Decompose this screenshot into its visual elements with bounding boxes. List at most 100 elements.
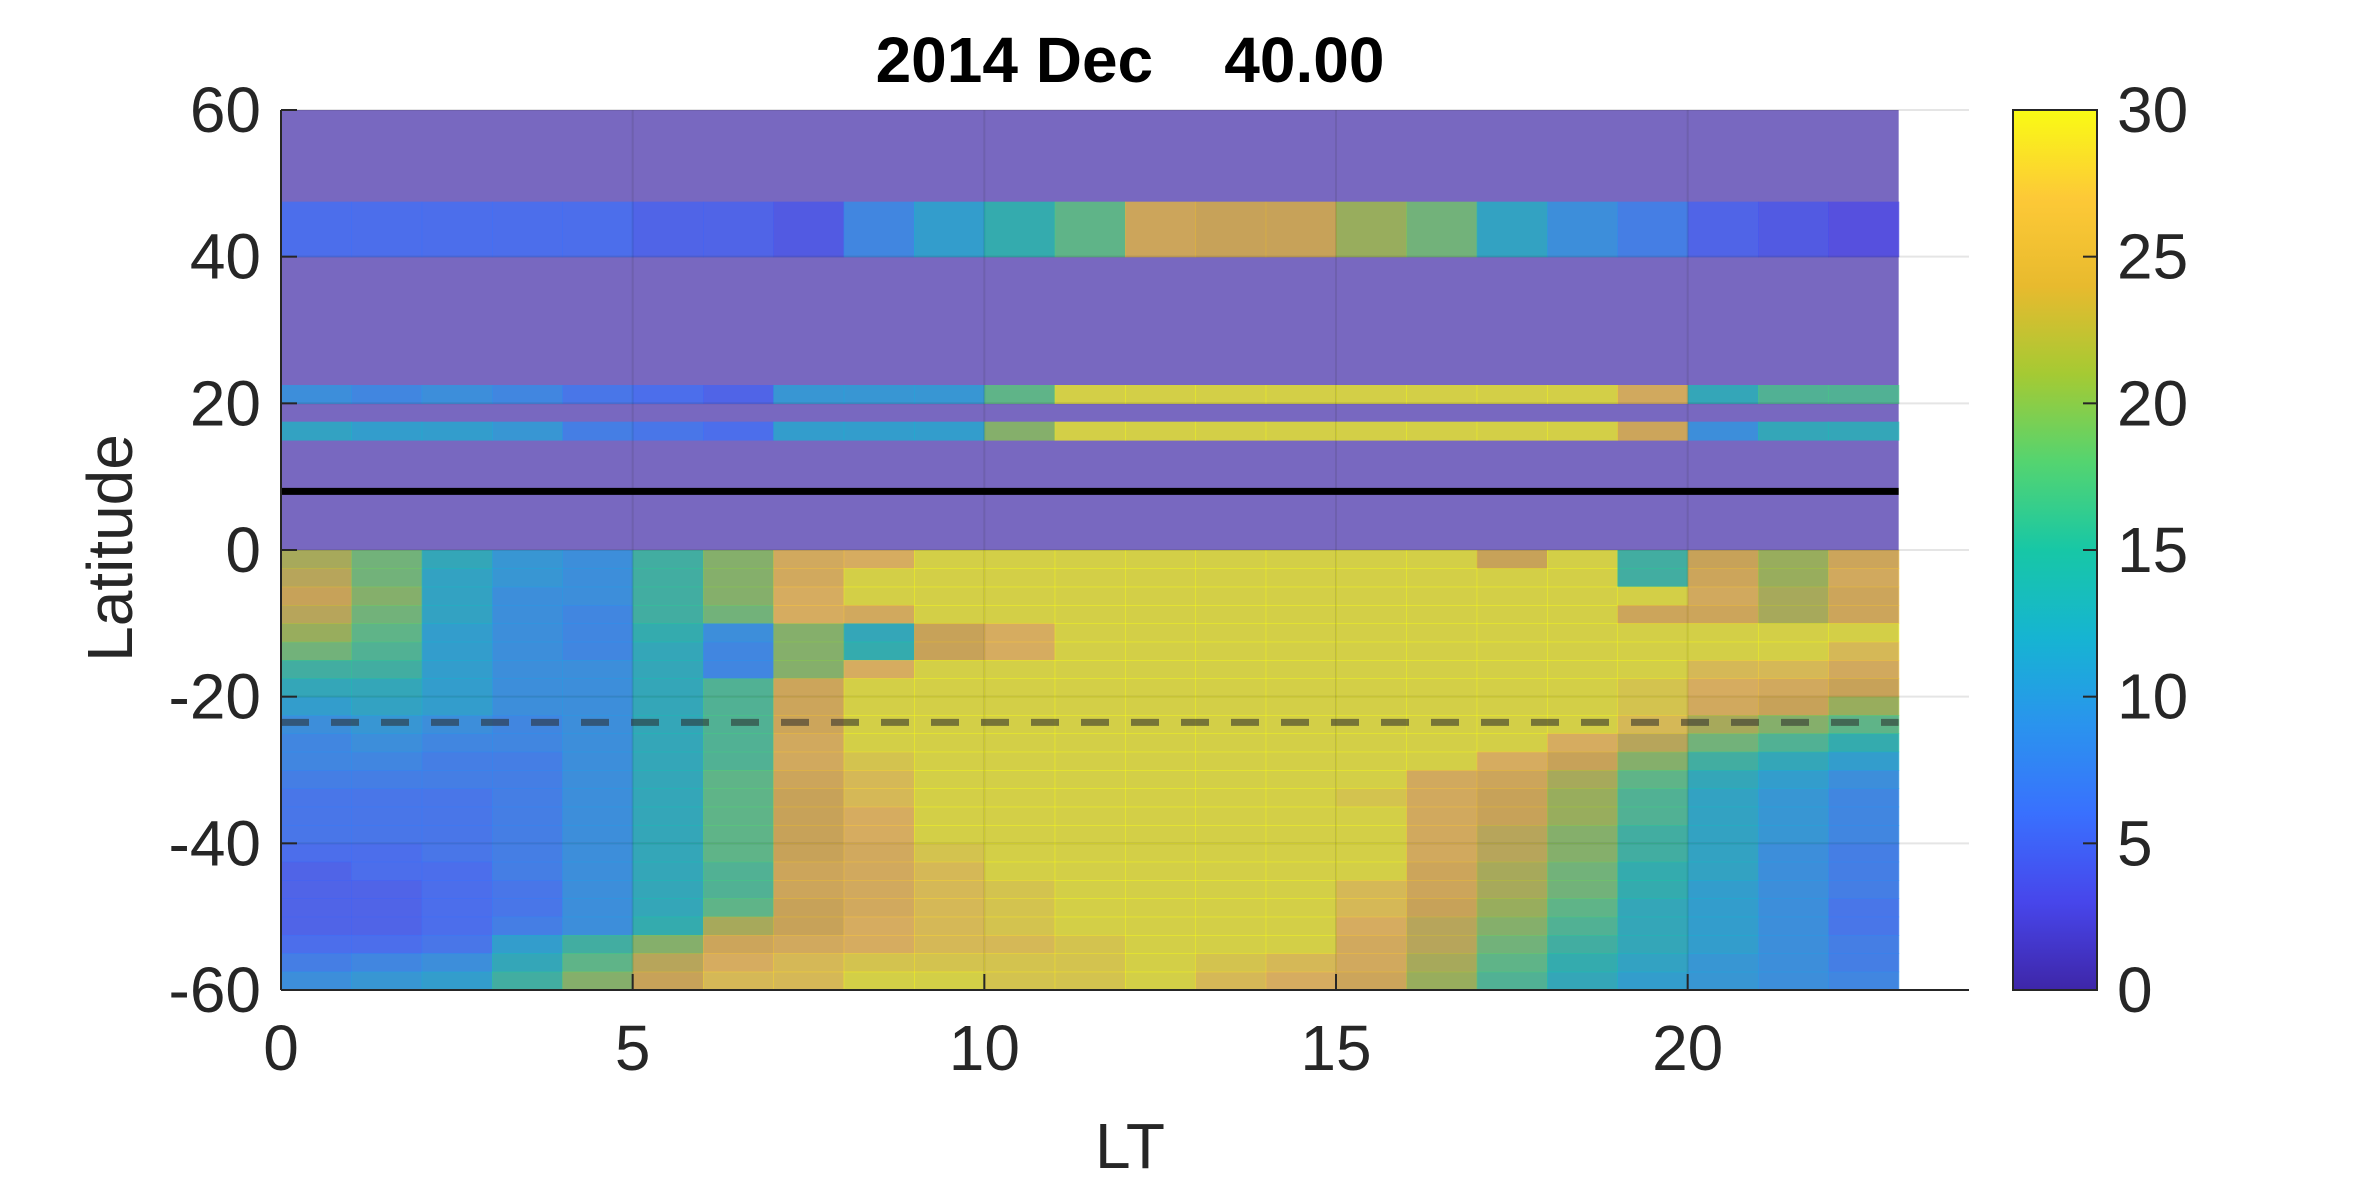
heatmap-cell bbox=[1617, 843, 1689, 863]
heatmap-cell bbox=[773, 770, 845, 789]
heatmap-cell bbox=[1687, 935, 1759, 954]
heatmap-cell bbox=[1265, 586, 1337, 606]
heatmap-cell bbox=[1687, 641, 1759, 661]
heatmap-cell bbox=[562, 806, 634, 826]
heatmap-cell bbox=[1265, 788, 1337, 808]
heatmap-cell bbox=[421, 751, 493, 771]
heatmap-cell bbox=[281, 880, 352, 899]
heatmap-cell bbox=[843, 788, 915, 808]
heatmap-cell bbox=[1406, 751, 1478, 771]
heatmap-cell bbox=[1476, 861, 1548, 881]
heatmap-cell bbox=[1336, 971, 1407, 991]
heatmap-cell bbox=[1828, 788, 1900, 808]
heatmap-cell bbox=[492, 861, 563, 881]
heatmap-cell bbox=[492, 678, 563, 698]
heatmap-cell bbox=[1406, 880, 1478, 899]
heatmap-cell bbox=[1476, 696, 1548, 716]
heatmap-cell bbox=[1265, 421, 1337, 441]
heatmap-cell bbox=[421, 201, 493, 258]
heatmap-cell bbox=[1265, 696, 1337, 716]
heatmap-cell bbox=[351, 770, 423, 789]
heatmap-cell bbox=[1476, 678, 1548, 698]
heatmap-cell bbox=[914, 385, 985, 404]
heatmap-cell bbox=[1547, 733, 1618, 753]
heatmap-cell bbox=[351, 788, 423, 808]
heatmap-cell bbox=[914, 898, 985, 918]
heatmap-cell bbox=[1758, 550, 1829, 569]
heatmap-cell bbox=[421, 971, 493, 991]
heatmap-cell bbox=[1476, 550, 1548, 569]
heatmap-cell bbox=[1476, 788, 1548, 808]
heatmap-cell bbox=[984, 660, 1056, 679]
heatmap-cell bbox=[632, 421, 704, 441]
heatmap-cell bbox=[1336, 843, 1407, 863]
x-tick-label: 10 bbox=[949, 1012, 1020, 1084]
heatmap-cell bbox=[1476, 898, 1548, 918]
heatmap-cell bbox=[1195, 660, 1267, 679]
heatmap-cell bbox=[1758, 916, 1829, 936]
heatmap-cell bbox=[1476, 935, 1548, 954]
y-tick-label: 40 bbox=[190, 221, 261, 293]
heatmap-cell bbox=[562, 605, 634, 624]
heatmap-cell bbox=[1617, 751, 1689, 771]
heatmap-cell bbox=[1265, 385, 1337, 404]
heatmap-cell bbox=[1476, 641, 1548, 661]
heatmap-cell bbox=[1125, 916, 1196, 936]
heatmap-cell bbox=[492, 605, 563, 624]
heatmap-cell bbox=[421, 623, 493, 643]
heatmap-cell bbox=[1054, 568, 1126, 588]
heatmap-cell bbox=[1547, 898, 1618, 918]
heatmap-cell bbox=[421, 825, 493, 844]
heatmap-cell bbox=[1336, 898, 1407, 918]
heatmap-cell bbox=[1828, 660, 1900, 679]
heatmap-cell bbox=[914, 825, 985, 844]
heatmap-cell bbox=[1195, 898, 1267, 918]
heatmap-cell bbox=[843, 953, 915, 973]
heatmap-cell bbox=[632, 806, 704, 826]
heatmap-cell bbox=[984, 568, 1056, 588]
heatmap-cell bbox=[351, 550, 423, 569]
heatmap-cell bbox=[562, 843, 634, 863]
heatmap-cell bbox=[1336, 421, 1407, 441]
heatmap-cell bbox=[1336, 806, 1407, 826]
heatmap-cell bbox=[1054, 770, 1126, 789]
heatmap-cell bbox=[1547, 678, 1618, 698]
heatmap-cell bbox=[1547, 916, 1618, 936]
heatmap-cell bbox=[703, 385, 774, 404]
heatmap-cell bbox=[1195, 605, 1267, 624]
heatmap-cell bbox=[1336, 660, 1407, 679]
heatmap-cell bbox=[1406, 660, 1478, 679]
heatmap-cell bbox=[492, 623, 563, 643]
colorbar-tick-label: 5 bbox=[2117, 807, 2153, 879]
heatmap-cell bbox=[281, 971, 352, 991]
heatmap-cell bbox=[562, 733, 634, 753]
heatmap-cell bbox=[773, 623, 845, 643]
heatmap-cell bbox=[1617, 201, 1689, 258]
heatmap-cell bbox=[1125, 568, 1196, 588]
heatmap-cell bbox=[281, 916, 352, 936]
heatmap-cell bbox=[1054, 733, 1126, 753]
heatmap-cell bbox=[1406, 806, 1478, 826]
heatmap-cell bbox=[1054, 421, 1126, 441]
heatmap-cell bbox=[1125, 898, 1196, 918]
heatmap-cell bbox=[1125, 751, 1196, 771]
heatmap-cell bbox=[914, 861, 985, 881]
heatmap-cell bbox=[1054, 623, 1126, 643]
heatmap-cell bbox=[421, 385, 493, 404]
heatmap-cell bbox=[1547, 641, 1618, 661]
heatmap-cell bbox=[421, 568, 493, 588]
heatmap-cell bbox=[1828, 971, 1900, 991]
heatmap-cell bbox=[351, 861, 423, 881]
heatmap-cell bbox=[281, 751, 352, 771]
y-tick-label: 60 bbox=[190, 74, 261, 146]
heatmap-cell bbox=[703, 641, 774, 661]
heatmap-cell bbox=[843, 843, 915, 863]
heatmap-cell bbox=[1758, 733, 1829, 753]
heatmap-cell bbox=[632, 201, 704, 258]
heatmap-cell bbox=[1195, 568, 1267, 588]
heatmap-cell bbox=[984, 953, 1056, 973]
heatmap-cell bbox=[1195, 678, 1267, 698]
heatmap-cell bbox=[632, 898, 704, 918]
heatmap-cell bbox=[281, 861, 352, 881]
colorbar-tick-label: 15 bbox=[2117, 514, 2188, 586]
